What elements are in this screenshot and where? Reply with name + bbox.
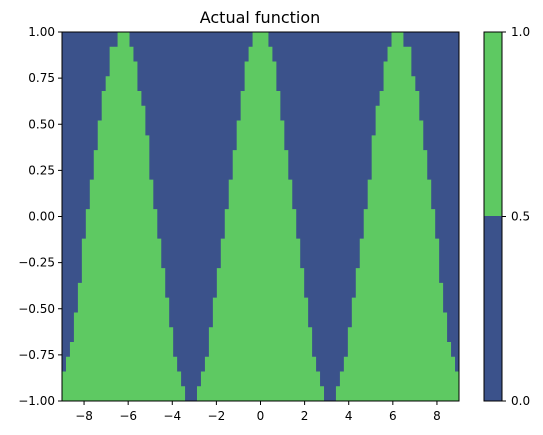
colorbar-low-segment: [484, 216, 502, 401]
x-tick-label: −6: [119, 409, 137, 423]
y-tick-label: 0.75: [28, 71, 55, 85]
x-tick-label: 0: [257, 409, 265, 423]
y-tick-label: 0.50: [28, 117, 55, 131]
x-tick-label: −4: [163, 409, 181, 423]
y-tick-label: −0.25: [18, 256, 55, 270]
x-tick-label: −2: [208, 409, 226, 423]
y-tick-label: 0.00: [28, 210, 55, 224]
x-axis: −8 −6 −4 −2 0 2 4 6 8: [75, 401, 441, 423]
high-region: [62, 32, 459, 401]
chart-title: Actual function: [200, 8, 321, 27]
colorbar-ticks: 0.0 0.5 1.0: [502, 25, 530, 408]
y-axis: −1.00 −0.75 −0.50 −0.25 0.00 0.25 0.50 0.75 1.00: [18, 25, 62, 408]
x-tick-label: −8: [75, 409, 93, 423]
colorbar-tick-label: 0.5: [511, 210, 530, 224]
colorbar-tick-label: 1.0: [511, 25, 530, 39]
x-tick-label: 4: [345, 409, 353, 423]
plot-area: [61, 31, 460, 402]
colorbar: [483, 31, 503, 402]
y-tick-label: 1.00: [28, 25, 55, 39]
colorbar-tick-label: 0.0: [511, 394, 530, 408]
y-tick-label: −0.50: [18, 302, 55, 316]
y-tick-label: 0.25: [28, 163, 55, 177]
x-tick-label: 8: [433, 409, 441, 423]
x-tick-label: 6: [389, 409, 397, 423]
colorbar-high-segment: [484, 32, 502, 216]
x-tick-label: 2: [301, 409, 309, 423]
y-tick-label: −1.00: [18, 394, 55, 408]
y-tick-label: −0.75: [18, 348, 55, 362]
